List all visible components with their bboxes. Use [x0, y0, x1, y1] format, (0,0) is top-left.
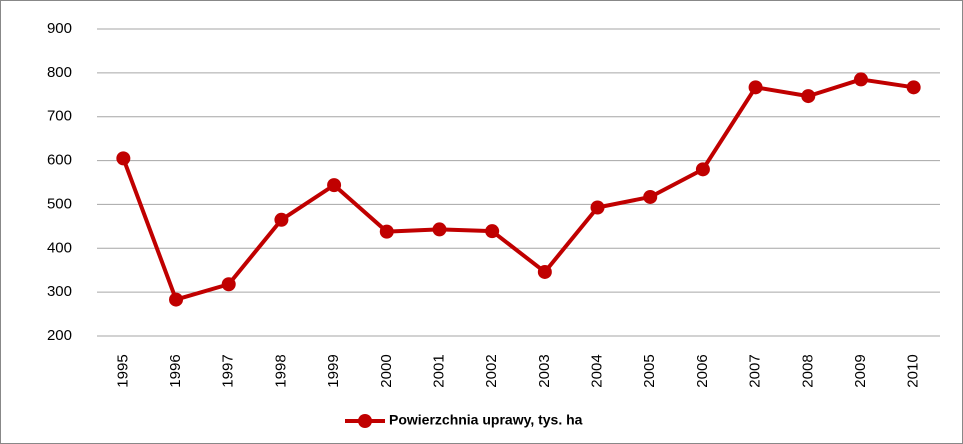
- x-tick-label: 2004: [589, 354, 606, 387]
- x-tick-label: 2000: [378, 354, 395, 387]
- point: [695, 162, 710, 177]
- y-tick-label: 800: [47, 64, 72, 81]
- y-tick-label: 600: [47, 152, 72, 169]
- point: [590, 200, 605, 215]
- y-tick-label: 500: [47, 195, 72, 212]
- x-tick-label: 2006: [694, 354, 711, 387]
- x-tick-label: 1996: [167, 354, 184, 387]
- x-tick-label: 2010: [905, 354, 922, 387]
- x-tick-label: 2002: [483, 354, 500, 387]
- x-tick-label: 2001: [430, 354, 447, 387]
- point: [853, 72, 868, 87]
- point: [379, 224, 394, 239]
- y-tick-label: 200: [47, 327, 72, 344]
- point: [801, 89, 816, 104]
- point: [537, 264, 552, 279]
- point: [221, 277, 236, 292]
- x-tick-label: 2007: [747, 354, 764, 387]
- x-tick-label: 1997: [220, 354, 237, 387]
- x-tick-label: 1998: [272, 354, 289, 387]
- point: [643, 189, 658, 204]
- x-tick-label: 2008: [799, 354, 816, 387]
- point: [116, 151, 131, 166]
- point: [432, 222, 447, 237]
- series-line: [121, 77, 914, 302]
- x-tick-label: 1999: [325, 354, 342, 387]
- x-tick-label: 2005: [641, 354, 658, 387]
- point: [274, 212, 289, 227]
- legend-marker: [358, 414, 372, 428]
- y-tick-label: 300: [47, 283, 72, 300]
- x-tick-label: 2009: [852, 354, 869, 387]
- point: [485, 224, 500, 239]
- point: [906, 80, 921, 95]
- point: [748, 80, 763, 95]
- y-tick-label: 900: [47, 20, 72, 37]
- y-tick-label: 400: [47, 239, 72, 256]
- legend-label: Powierzchnia uprawy, tys. ha: [389, 412, 583, 428]
- point: [327, 178, 342, 193]
- point: [169, 292, 184, 307]
- x-tick-label: 1995: [114, 354, 131, 387]
- x-tick-label: 2003: [536, 354, 553, 387]
- y-tick-label: 700: [47, 108, 72, 125]
